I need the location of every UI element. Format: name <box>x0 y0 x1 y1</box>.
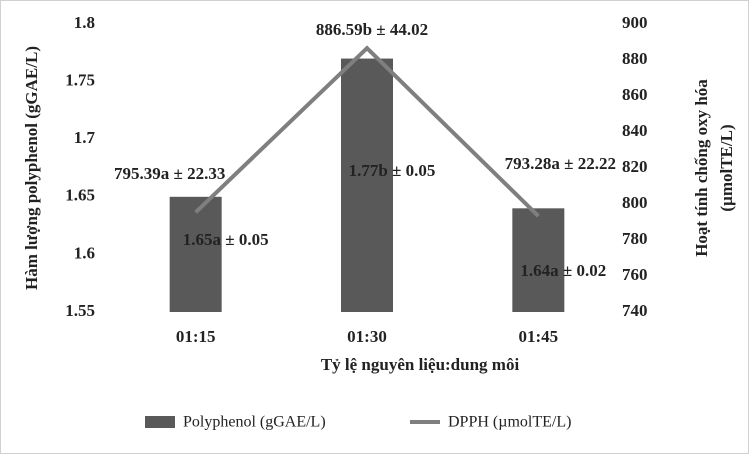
y2-tick-label: 820 <box>622 157 648 176</box>
y2-tick-label: 780 <box>622 229 648 248</box>
y-axis-title: Hàm lượng polyphenol (gGAE/L) <box>22 46 41 290</box>
y2-tick-label: 740 <box>622 301 648 320</box>
bar <box>169 196 222 312</box>
y2-axis-title: (µmolTE/L) <box>717 124 736 211</box>
data-label: 1.77b ± 0.05 <box>349 161 436 180</box>
x-tick-label: 01:45 <box>518 327 558 346</box>
y-tick-label: 1.6 <box>74 243 95 262</box>
bar <box>341 58 393 313</box>
y2-tick-label: 840 <box>622 121 648 140</box>
y-tick-label: 1.55 <box>65 301 95 320</box>
x-axis-title: Tỷ lệ nguyên liệu:dung môi <box>321 355 520 374</box>
y2-axis-title: Hoạt tính chống oxy hóa <box>692 79 711 257</box>
y2-tick-label: 900 <box>622 13 648 32</box>
y2-tick-label: 760 <box>622 265 648 284</box>
y-tick-label: 1.8 <box>74 13 95 32</box>
y-tick-label: 1.7 <box>74 128 96 147</box>
legend-swatch <box>145 416 175 428</box>
y2-tick-label: 860 <box>622 85 648 104</box>
y-tick-label: 1.75 <box>65 71 95 90</box>
bar <box>512 208 565 312</box>
data-label: 1.64a ± 0.02 <box>520 261 606 280</box>
x-tick-label: 01:15 <box>176 327 216 346</box>
line <box>194 45 540 218</box>
x-tick-label: 01:30 <box>347 327 387 346</box>
legend-label: DPPH (µmolTE/L) <box>448 414 571 431</box>
data-label: 793.28a ± 22.22 <box>505 154 616 173</box>
y-tick-label: 1.65 <box>65 186 95 205</box>
data-label: 1.65a ± 0.05 <box>183 230 269 249</box>
y2-tick-label: 880 <box>622 49 648 68</box>
y2-tick-label: 800 <box>622 193 648 212</box>
data-label: 886.59b ± 44.02 <box>316 20 428 39</box>
data-label: 795.39a ± 22.33 <box>114 164 225 183</box>
legend-label: Polyphenol (gGAE/L) <box>183 414 326 431</box>
